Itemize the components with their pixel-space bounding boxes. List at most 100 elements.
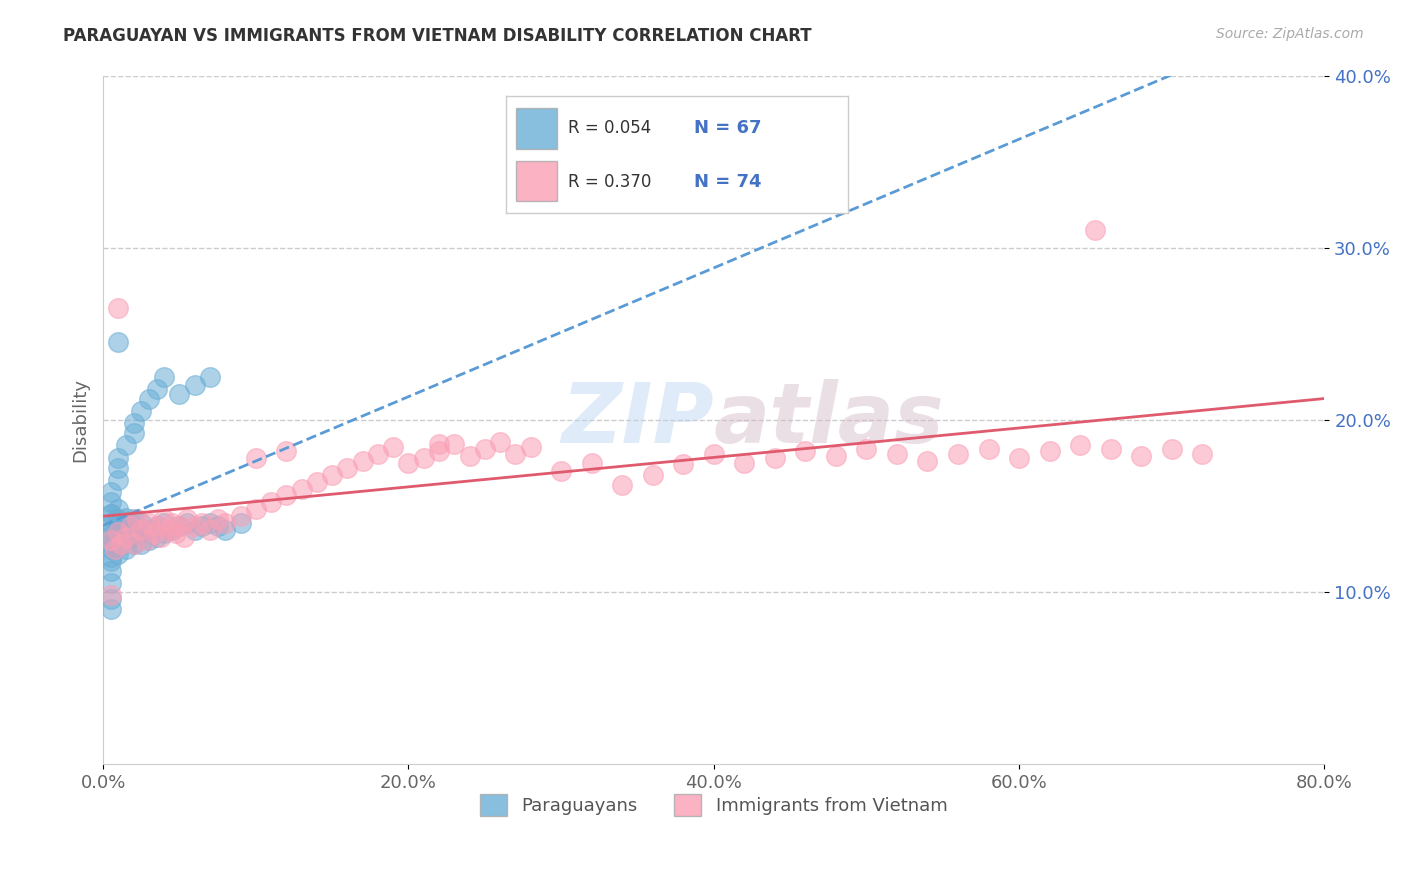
Point — [107, 530, 129, 544]
Point — [160, 516, 183, 530]
Point — [183, 519, 205, 533]
Point — [276, 443, 298, 458]
Point — [825, 449, 848, 463]
Point — [122, 523, 145, 537]
Point — [917, 454, 939, 468]
Point — [120, 519, 142, 533]
Point — [107, 547, 129, 561]
Point — [145, 382, 167, 396]
Text: Source: ZipAtlas.com: Source: ZipAtlas.com — [1216, 27, 1364, 41]
Point — [122, 416, 145, 430]
Point — [176, 512, 198, 526]
Point — [183, 378, 205, 392]
Point — [191, 519, 214, 533]
Point — [321, 467, 343, 482]
Point — [489, 435, 512, 450]
Point — [100, 576, 122, 591]
Point — [107, 450, 129, 465]
Point — [153, 369, 176, 384]
Point — [100, 533, 122, 548]
Legend: Paraguayans, Immigrants from Vietnam: Paraguayans, Immigrants from Vietnam — [472, 787, 955, 823]
Point — [352, 454, 374, 468]
Point — [153, 526, 176, 541]
Point — [125, 512, 148, 526]
Point — [1008, 450, 1031, 465]
Text: PARAGUAYAN VS IMMIGRANTS FROM VIETNAM DISABILITY CORRELATION CHART: PARAGUAYAN VS IMMIGRANTS FROM VIETNAM DI… — [63, 27, 811, 45]
Point — [198, 369, 221, 384]
Point — [886, 447, 908, 461]
Point — [142, 526, 165, 541]
Point — [198, 516, 221, 530]
Point — [169, 387, 191, 401]
Point — [763, 450, 786, 465]
Point — [107, 301, 129, 315]
Point — [122, 536, 145, 550]
Point — [160, 523, 183, 537]
Point — [104, 541, 127, 556]
Point — [107, 512, 129, 526]
Point — [129, 526, 152, 541]
Point — [229, 509, 252, 524]
Point — [443, 436, 465, 450]
Point — [703, 447, 725, 461]
Point — [100, 588, 122, 602]
Point — [173, 530, 195, 544]
Point — [207, 519, 229, 533]
Point — [107, 524, 129, 539]
Point — [641, 467, 664, 482]
Point — [336, 460, 359, 475]
Point — [122, 536, 145, 550]
Point — [107, 533, 129, 548]
Point — [100, 524, 122, 539]
Point — [129, 536, 152, 550]
Point — [245, 450, 267, 465]
Point — [169, 519, 191, 533]
Point — [183, 523, 205, 537]
Point — [138, 516, 160, 530]
Point — [107, 460, 129, 475]
Point — [145, 519, 167, 533]
Point — [474, 442, 496, 456]
Point — [100, 591, 122, 606]
Point — [794, 443, 817, 458]
Point — [115, 524, 138, 539]
Point — [122, 426, 145, 441]
Point — [100, 541, 122, 556]
Point — [107, 502, 129, 516]
Point — [946, 447, 969, 461]
Point — [138, 533, 160, 548]
Point — [276, 488, 298, 502]
Point — [157, 523, 180, 537]
Point — [191, 516, 214, 530]
Point — [100, 554, 122, 568]
Point — [505, 447, 527, 461]
Point — [427, 436, 450, 450]
Point — [245, 502, 267, 516]
Point — [207, 512, 229, 526]
Point — [855, 442, 877, 456]
Point — [153, 512, 176, 526]
Point — [115, 533, 138, 548]
Point — [305, 475, 328, 489]
Point — [1099, 442, 1122, 456]
Point — [138, 523, 160, 537]
Point — [129, 523, 152, 537]
Point — [107, 536, 129, 550]
Point — [129, 516, 152, 530]
Point — [260, 495, 283, 509]
Point — [977, 442, 1000, 456]
Point — [107, 519, 129, 533]
Point — [100, 564, 122, 578]
Point — [145, 530, 167, 544]
Point — [115, 510, 138, 524]
Point — [100, 533, 122, 548]
Point — [115, 530, 138, 544]
Point — [198, 523, 221, 537]
Point — [367, 447, 389, 461]
Point — [382, 440, 405, 454]
Point — [176, 516, 198, 530]
Point — [107, 335, 129, 350]
Point — [1130, 449, 1153, 463]
Point — [612, 478, 634, 492]
Text: ZIP: ZIP — [561, 379, 714, 460]
